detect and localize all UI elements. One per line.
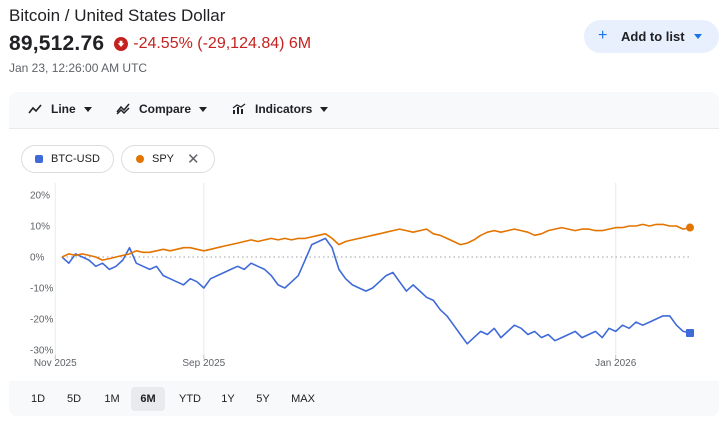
range-button-ytd[interactable]: YTD (179, 393, 201, 405)
line-type-button[interactable]: Line (28, 102, 92, 116)
y-tick-label: 10% (30, 222, 50, 233)
add-to-list-button[interactable]: + Add to list (584, 20, 719, 53)
timestamp: Jan 23, 12:26:00 AM UTC (9, 61, 148, 75)
caret-down-icon (320, 106, 329, 112)
y-tick-label: -30% (30, 346, 53, 357)
range-selector-bar (9, 381, 719, 416)
spy-chip-label: SPY (152, 153, 175, 165)
x-tick-label: Nov 2025 (34, 358, 77, 369)
current-price: 89,512.76 (9, 32, 105, 55)
line-chart-icon (28, 104, 42, 114)
indicators-label: Indicators (255, 102, 313, 116)
y-tick-label: -20% (30, 315, 53, 326)
plus-icon: + (598, 27, 608, 44)
caret-down-icon (83, 106, 92, 112)
series-chip-btc[interactable]: BTC-USD (21, 145, 114, 173)
compare-label: Compare (139, 102, 192, 116)
price-change: -24.55% (-29,124.84) 6M (133, 35, 312, 52)
range-button-1m[interactable]: 1M (104, 393, 120, 405)
caret-down-icon (694, 34, 702, 39)
series-line-btc-usd (61, 237, 691, 345)
btc-color-swatch (35, 155, 43, 163)
range-button-1y[interactable]: 1Y (221, 393, 235, 405)
add-to-list-label: Add to list (621, 29, 685, 44)
spy-end-marker (686, 223, 694, 232)
indicators-button[interactable]: Indicators (232, 102, 329, 116)
arrow-down-icon (114, 37, 129, 51)
range-button-5y[interactable]: 5Y (256, 393, 270, 405)
range-button-max[interactable]: MAX (291, 393, 315, 405)
indicators-icon (232, 103, 246, 114)
btc-end-marker (686, 328, 694, 337)
page-title: Bitcoin / United States Dollar (9, 6, 226, 25)
close-icon[interactable]: ✕ (187, 150, 200, 168)
range-button-5d[interactable]: 5D (66, 393, 82, 405)
series-chip-spy[interactable]: SPY ✕ (121, 145, 215, 173)
series-line-spy (61, 223, 691, 261)
range-button-6m[interactable]: 6M (131, 387, 165, 411)
range-button-1d[interactable]: 1D (30, 393, 46, 405)
btc-chip-label: BTC-USD (51, 153, 100, 165)
caret-down-icon (199, 106, 208, 112)
spy-color-swatch (136, 155, 144, 163)
price-row: 89,512.76 -24.55% (-29,124.84) 6M (9, 32, 311, 56)
compare-button[interactable]: Compare (116, 102, 208, 116)
compare-icon (116, 103, 130, 115)
line-type-label: Line (51, 102, 76, 116)
x-tick-label: Sep 2025 (182, 358, 225, 369)
y-tick-label: -10% (30, 284, 53, 295)
y-tick-label: 0% (30, 253, 45, 264)
x-tick-label: Jan 2026 (595, 358, 637, 369)
y-tick-label: 20% (30, 191, 50, 202)
